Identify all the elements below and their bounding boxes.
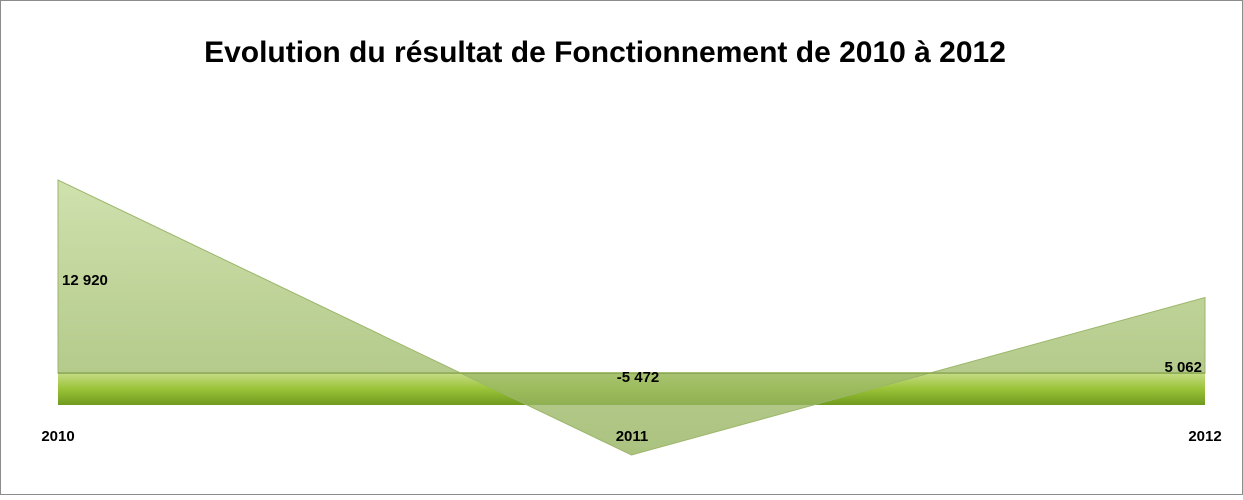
x-tick-label: 2012: [1188, 428, 1221, 445]
x-tick-label: 2011: [616, 428, 649, 445]
plot-area: [57, 179, 1206, 456]
value-label: -5 472: [617, 369, 660, 386]
chart-title: Evolution du résultat de Fonctionnement …: [204, 36, 1006, 69]
value-label: 12 920: [62, 272, 108, 289]
x-tick-label: 2010: [41, 428, 74, 445]
value-label: 5 062: [1164, 359, 1202, 376]
